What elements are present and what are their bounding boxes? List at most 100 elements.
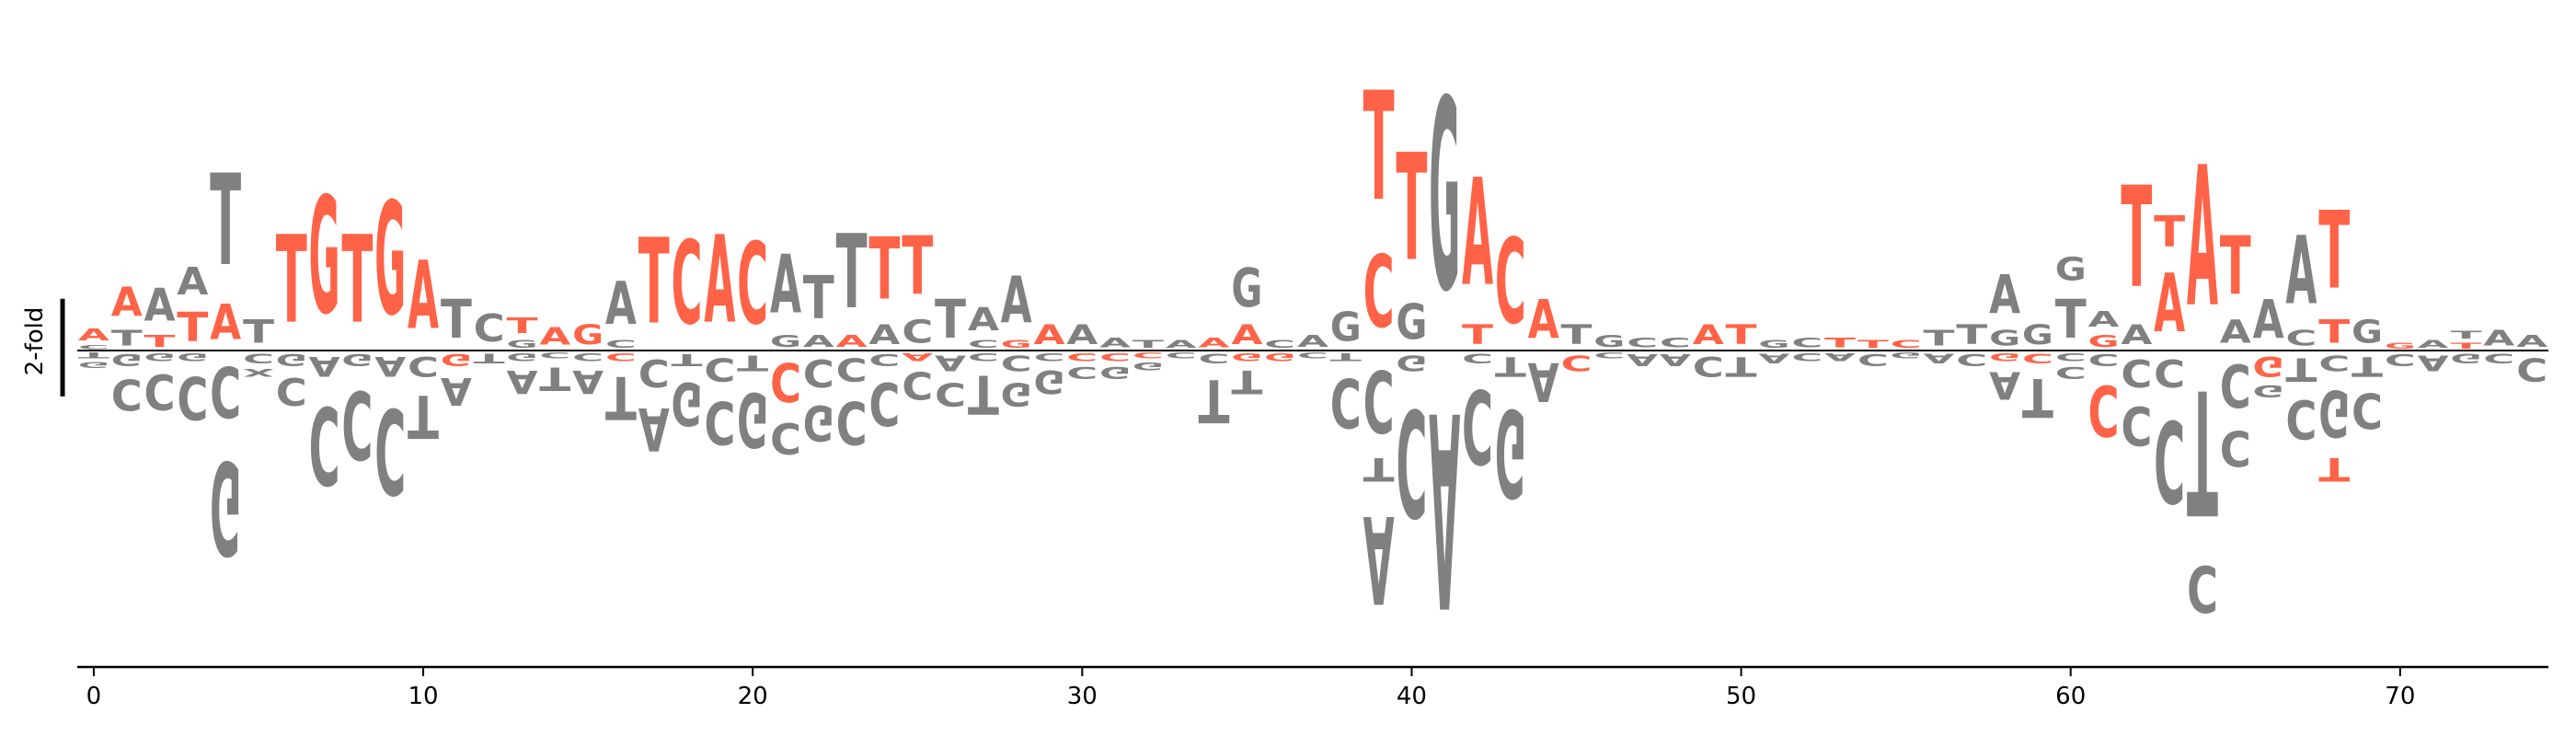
- logo-letter-down-2: G: [144, 351, 176, 362]
- logo-letter-up-27: A: [968, 301, 999, 338]
- logo-letter-down-32: G: [1133, 360, 1164, 372]
- logo-letter-down-44: A: [1528, 350, 1559, 412]
- logo-letter-down-62: C: [2121, 394, 2152, 455]
- logo-letter-down-6: G: [276, 351, 307, 369]
- logo-letter-down-62: C: [2121, 351, 2152, 394]
- logo-letter-up-45: T: [1560, 319, 1592, 351]
- logo-letter-down-31: G: [1099, 362, 1131, 381]
- logo-letter-down-10: T: [408, 382, 439, 451]
- logo-letter-down-37: C: [1297, 351, 1328, 360]
- x-tick-label: 60: [2055, 683, 2086, 710]
- logo-letter-down-10: C: [408, 350, 439, 381]
- logo-letter-down-57: C: [1956, 351, 1987, 369]
- logo-letter-up-9: G: [374, 169, 406, 350]
- logo-letter-down-64: C: [2187, 551, 2218, 626]
- logo-letter-up-57: T: [1956, 319, 1987, 351]
- logo-letter-up-30: A: [1066, 319, 1098, 351]
- logo-letter-up-58: A: [1989, 264, 2020, 327]
- logo-letter-up-24: T: [868, 220, 900, 319]
- logo-letter-down-69: T: [2352, 351, 2383, 382]
- logo-letter-up-27: C: [968, 339, 999, 351]
- logo-letter-up-71: A: [2418, 338, 2449, 351]
- logo-letter-down-36: G: [1264, 351, 1295, 362]
- logo-letter-down-28: C: [1001, 351, 1032, 375]
- logo-letter-up-60: T: [2055, 288, 2087, 351]
- logo-letter-up-4: T: [210, 149, 241, 294]
- logo-letter-down-26: A: [935, 351, 967, 375]
- x-axis-ticks: 0 10 20 30 40 50 60 70: [86, 667, 2415, 710]
- logo-letter-up-28: G: [1001, 339, 1032, 351]
- logo-letter-up-65: A: [2220, 314, 2251, 351]
- logo-letter-up-17: T: [638, 213, 670, 351]
- logo-letter-up-15: G: [572, 320, 604, 351]
- logo-letter-down-35: G: [1231, 351, 1262, 362]
- logo-letter-down-23: C: [836, 387, 868, 455]
- x-tick-label: 0: [86, 683, 102, 710]
- logo-letter-down-29: C: [1033, 351, 1064, 362]
- logo-letter-up-72: T: [2450, 341, 2482, 351]
- logo-letter-up-46: G: [1593, 332, 1625, 351]
- logo-letter-down-35: T: [1231, 362, 1263, 400]
- logo-letter-up-3: T: [177, 305, 208, 351]
- logo-letter-up-50: T: [1726, 319, 1757, 351]
- logo-letter-down-60: C: [2055, 351, 2087, 362]
- logo-letter-down-9: A: [374, 351, 406, 382]
- logo-letter-up-33: A: [1166, 338, 1197, 351]
- x-tick-label: 10: [408, 683, 438, 710]
- logo-letter-up-64: A: [2187, 126, 2218, 351]
- logo-letter-down-20: G: [737, 375, 768, 463]
- logo-letter-down-59: C: [2022, 351, 2053, 366]
- logo-letter-down-69: C: [2352, 382, 2383, 438]
- logo-letter-down-28: G: [1001, 374, 1032, 412]
- logo-letter-up-49: A: [1693, 319, 1724, 351]
- logo-letter-down-8: C: [341, 369, 373, 477]
- logo-letter-down-65: C: [2220, 350, 2251, 418]
- logo-letter-up-0: C: [78, 344, 109, 351]
- logo-letter-up-47: C: [1627, 335, 1658, 351]
- logo-letter-down-61: C: [2088, 369, 2120, 450]
- logo-letter-up-72: T: [2450, 328, 2481, 341]
- logo-letter-down-39: T: [1363, 450, 1396, 488]
- logo-letter-up-43: C: [1495, 213, 1526, 351]
- logo-letter-up-61: G: [2088, 332, 2120, 351]
- logo-letter-up-59: G: [2022, 320, 2053, 351]
- logo-letter-up-11: T: [441, 288, 472, 351]
- logo-letter-up-1: A: [111, 280, 143, 327]
- logo-letter-down-4: C: [210, 351, 241, 431]
- logo-letter-down-47: A: [1627, 351, 1658, 369]
- logo-letter-down-67: T: [2285, 350, 2317, 387]
- logo-letter-down-0: T: [78, 351, 110, 360]
- logo-letter-down-18: T: [672, 351, 704, 370]
- logo-letter-down-40: G: [1396, 351, 1427, 375]
- logo-letter-up-31: A: [1099, 335, 1132, 351]
- logo-letter-up-16: A: [605, 270, 637, 339]
- logo-letter-down-55: G: [1891, 351, 1922, 360]
- logo-letter-down-6: C: [276, 369, 307, 412]
- x-tick-label: 40: [1397, 683, 1427, 710]
- logo-letter-up-44: A: [1528, 289, 1559, 351]
- logo-letter-down-17: C: [638, 351, 670, 394]
- logo-letter-down-63: C: [2154, 395, 2185, 526]
- logo-letter-up-65: T: [2220, 219, 2251, 313]
- logo-letter-down-19: C: [704, 351, 735, 388]
- logo-letter-up-29: A: [1033, 319, 1064, 351]
- logo-letter-down-13: A: [506, 362, 537, 399]
- logo-letter-up-21: A: [770, 239, 801, 332]
- logo-letter-down-65: C: [2220, 420, 2251, 476]
- logo-letter-up-69: G: [2352, 314, 2383, 351]
- logo-letter-up-23: A: [836, 332, 868, 351]
- logo-letter-up-4: A: [210, 295, 242, 351]
- logo-letter-up-35: G: [1231, 257, 1262, 319]
- logo-letter-up-67: C: [2285, 326, 2317, 351]
- logo-letter-down-63: C: [2154, 351, 2185, 394]
- logo-letter-down-58: G: [1989, 351, 2020, 362]
- logo-letter-down-52: C: [1791, 351, 1823, 362]
- logo-letter-up-10: A: [408, 242, 439, 351]
- logo-letter-up-18: C: [672, 218, 703, 351]
- logo-letter-up-7: G: [309, 163, 340, 351]
- logo-letter-down-48: A: [1660, 351, 1691, 369]
- x-tick-label: 30: [1067, 683, 1098, 710]
- logo-letter-up-5: T: [243, 314, 275, 351]
- logo-letter-down-42: C: [1462, 366, 1493, 485]
